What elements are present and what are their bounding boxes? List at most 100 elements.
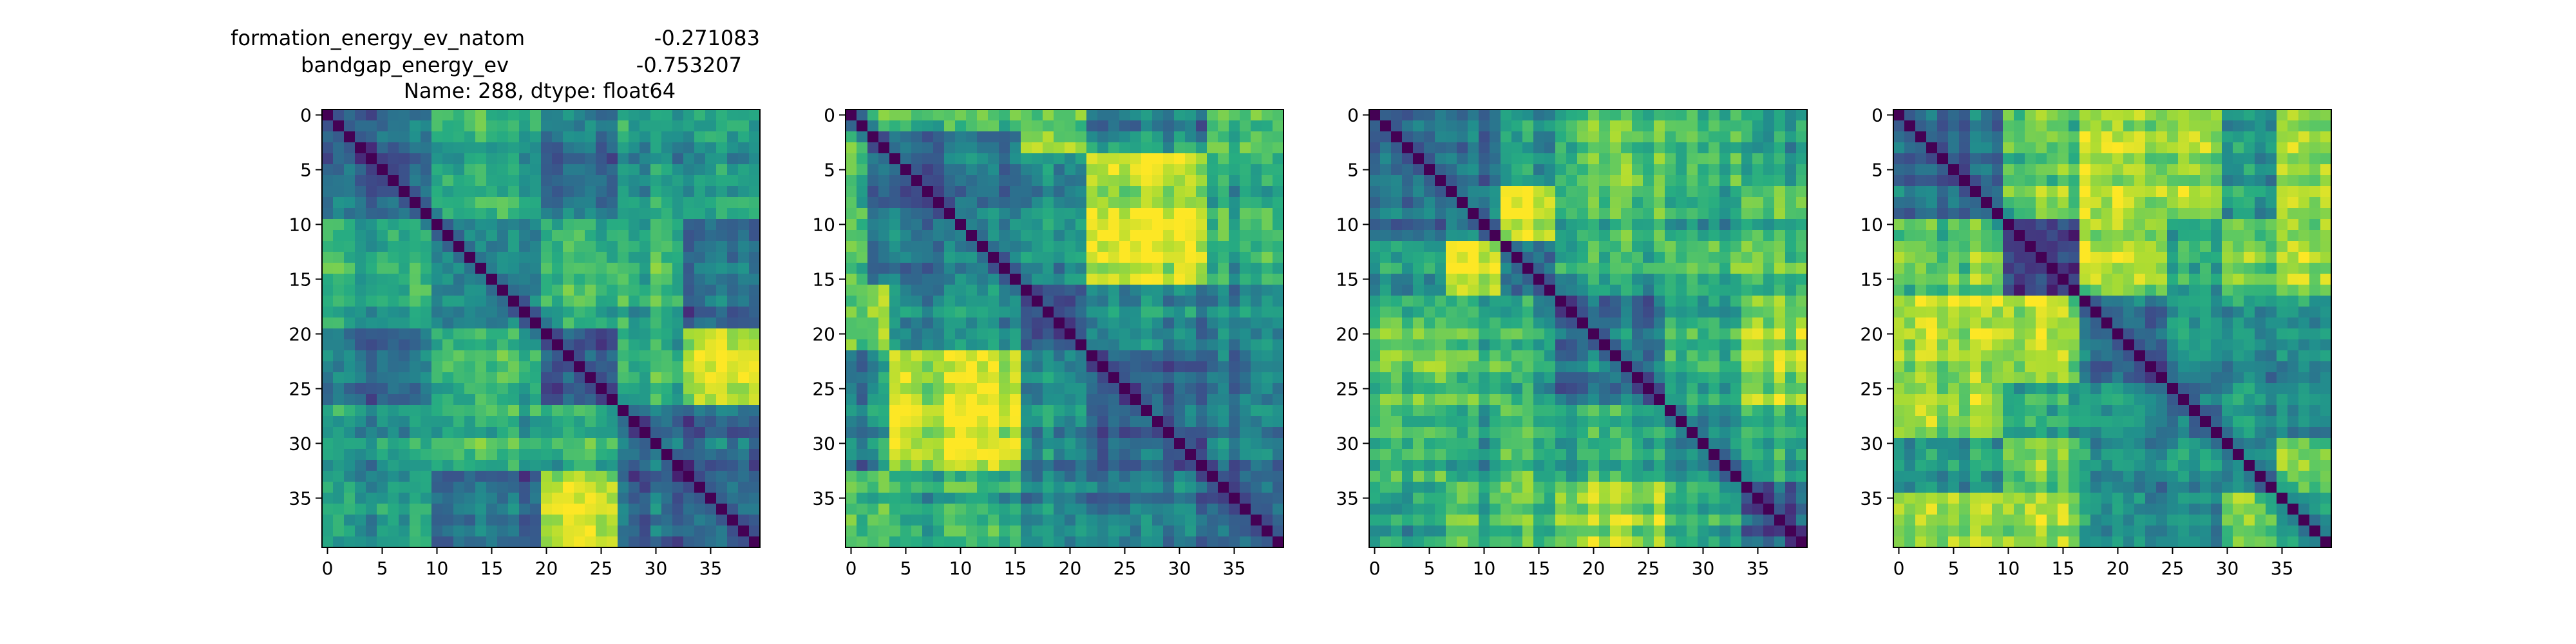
heatmap-cell [1796,449,1808,460]
heatmap-cell [1555,394,1567,406]
heatmap-cell [1108,471,1120,482]
heatmap-cell [1796,460,1808,471]
heatmap-cell [1610,536,1622,548]
heatmap-cell [727,230,739,242]
heatmap-cell [1251,493,1262,504]
heatmap-cell [1555,317,1567,329]
heatmap-cell [683,317,695,329]
heatmap-cell [922,471,934,482]
heatmap-cell [410,438,421,450]
heatmap-cell [1391,449,1403,460]
heatmap-cell [596,175,607,187]
heatmap-cell [1709,109,1720,121]
heatmap-cell [322,307,334,318]
heatmap-cell [1577,536,1589,548]
heatmap-cell [1937,120,1949,132]
heatmap-cell [639,153,651,165]
heatmap-cell [508,153,520,165]
heatmap-cell [977,361,989,373]
heatmap-cell [716,120,728,132]
heatmap-cell [1763,405,1775,417]
heatmap-cell [596,285,607,296]
heatmap-cell [1741,252,1753,263]
heatmap-cell [1446,109,1457,121]
heatmap-cell [900,526,912,537]
heatmap-cell [1130,427,1142,439]
heatmap-cell [1424,504,1435,515]
heatmap-cell [966,263,978,274]
heatmap-cell [988,361,999,373]
heatmap-cell [1065,285,1076,296]
heatmap-cell [716,285,728,296]
heatmap-cell [988,153,999,165]
heatmap-cell [596,339,607,351]
heatmap-cell [1676,438,1687,450]
heatmap-cell [1229,252,1240,263]
heatmap-cell [1643,153,1654,165]
heatmap-cell [988,219,999,231]
heatmap-cell [867,252,879,263]
heatmap-cell [650,438,662,450]
heatmap-cell [867,328,879,340]
heatmap-cell [1273,263,1284,274]
heatmap-cell [399,164,410,176]
heatmap-cell [388,230,399,242]
heatmap-cell [857,383,868,395]
heatmap-cell [922,153,934,165]
heatmap-cell [1086,219,1098,231]
heatmap-cell [2025,120,2036,132]
heatmap-cell [1785,515,1797,526]
heatmap-cell [421,536,432,548]
heatmap-cell [552,394,564,406]
heatmap-cell [618,274,629,285]
heatmap-cell [585,372,596,384]
heatmap-cell [1207,427,1218,439]
heatmap-cell [1719,186,1731,198]
heatmap-cell [1709,536,1720,548]
heatmap-cell [1632,427,1643,439]
heatmap-cell [618,131,629,143]
heatmap-cell [683,109,695,121]
heatmap-cell [1621,219,1633,231]
heatmap-cell [2233,109,2244,121]
heatmap-cell [486,285,498,296]
heatmap-cell [1043,164,1054,176]
heatmap-cell [1054,394,1065,406]
heatmap-cell [366,515,377,526]
heatmap-cell [1251,482,1262,493]
heatmap-cell [1108,219,1120,231]
heatmap-cell [1457,515,1468,526]
heatmap-cell [1413,241,1425,252]
heatmap-cell [1141,197,1153,209]
heatmap-cell [1435,493,1446,504]
heatmap-cell [355,361,366,373]
heatmap-cell [1021,208,1032,220]
heatmap-cell [867,361,879,373]
heatmap-cell [1435,109,1446,121]
heatmap-cell [344,416,355,428]
heatmap-cell [1501,515,1512,526]
heatmap-cell [1544,394,1556,406]
heatmap-cell [1544,438,1556,450]
heatmap-cell [1610,230,1622,242]
y-tick-label: 25 [289,379,312,400]
title-line-1-value: -0.271083 [654,26,760,50]
heatmap-cell [563,285,574,296]
heatmap-cell [1043,350,1054,362]
heatmap-cell [867,383,879,395]
heatmap-cell [629,350,640,362]
heatmap-cell [421,197,432,209]
heatmap-cell [1796,383,1808,395]
heatmap-cell [355,471,366,482]
heatmap-cell [1763,263,1775,274]
heatmap-cell [749,361,761,373]
heatmap-cell [1273,394,1284,406]
heatmap-cell [1654,197,1665,209]
heatmap-cell [1665,296,1676,307]
heatmap-cell [1086,383,1098,395]
heatmap-cell [574,186,585,198]
heatmap-cell [977,504,989,515]
heatmap-cell [1501,361,1512,373]
heatmap-cell [1479,142,1490,154]
heatmap-cell [2145,120,2157,132]
